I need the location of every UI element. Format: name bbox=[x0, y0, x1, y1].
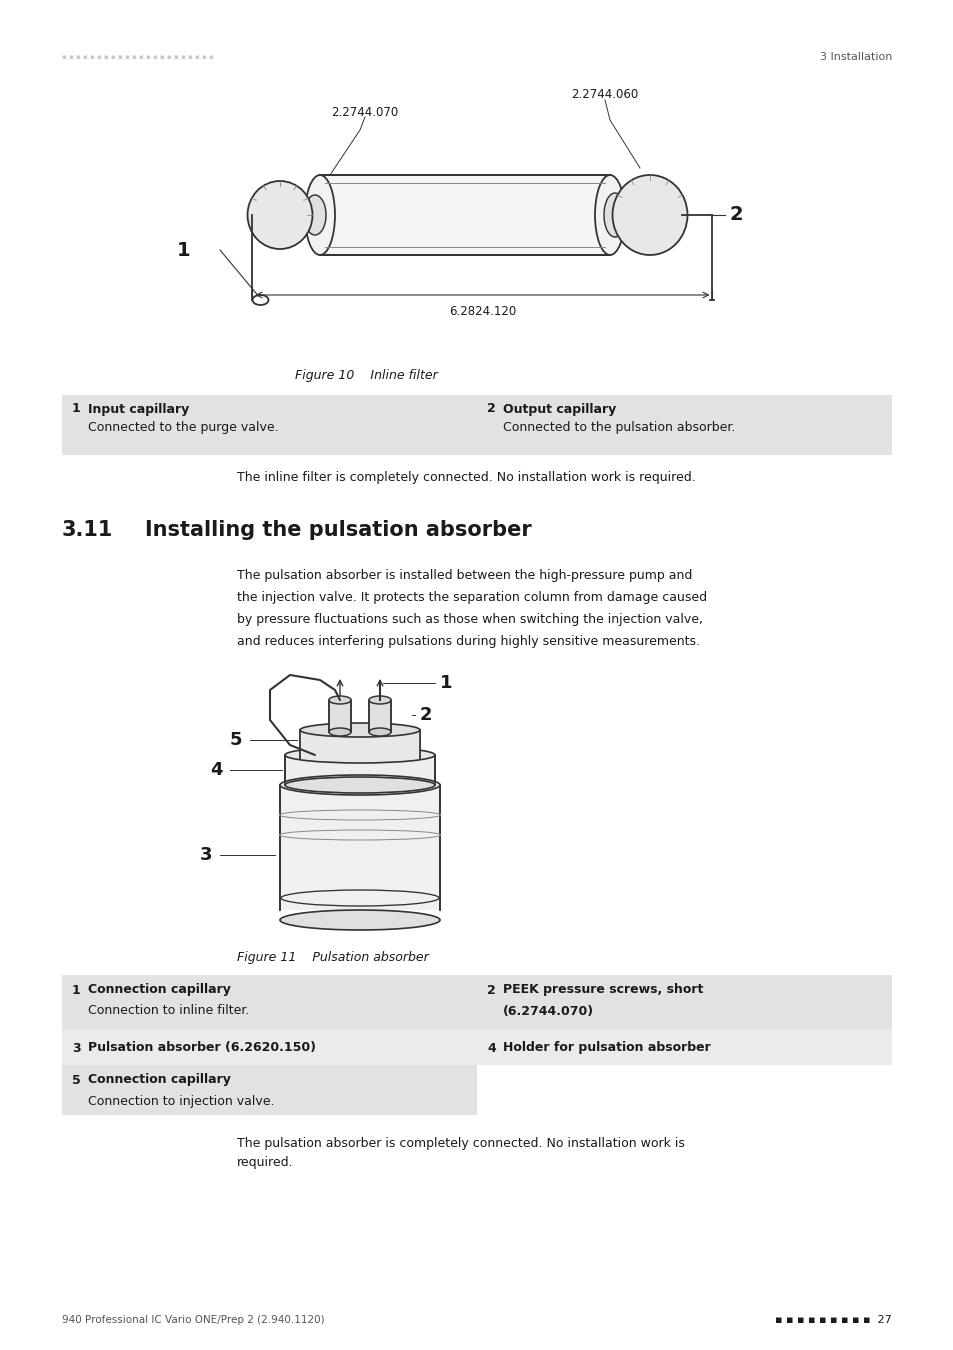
Text: 5: 5 bbox=[230, 730, 242, 749]
Ellipse shape bbox=[280, 910, 439, 930]
Ellipse shape bbox=[603, 193, 625, 238]
Text: Connected to the purge valve.: Connected to the purge valve. bbox=[88, 421, 278, 435]
Text: Connection to inline filter.: Connection to inline filter. bbox=[88, 1004, 249, 1018]
Ellipse shape bbox=[329, 697, 351, 703]
Bar bbox=[369, 701, 391, 732]
Text: Connection capillary: Connection capillary bbox=[88, 984, 231, 996]
Text: Figure 10    Inline filter: Figure 10 Inline filter bbox=[294, 369, 437, 382]
Text: by pressure fluctuations such as those when switching the injection valve,: by pressure fluctuations such as those w… bbox=[236, 613, 702, 625]
Text: 2: 2 bbox=[486, 984, 496, 996]
Text: 3: 3 bbox=[199, 846, 212, 864]
Text: 6.2824.120: 6.2824.120 bbox=[449, 305, 516, 319]
Bar bbox=[285, 755, 435, 784]
Ellipse shape bbox=[369, 728, 391, 736]
Bar bbox=[62, 975, 476, 1030]
Bar bbox=[329, 701, 351, 732]
Ellipse shape bbox=[299, 724, 419, 737]
Text: 1: 1 bbox=[71, 402, 81, 416]
Text: The inline filter is completely connected. No installation work is required.: The inline filter is completely connecte… bbox=[236, 471, 695, 485]
Bar bbox=[62, 1065, 476, 1115]
Text: 2: 2 bbox=[729, 205, 742, 224]
Ellipse shape bbox=[280, 775, 439, 795]
Text: 4: 4 bbox=[486, 1041, 496, 1054]
Bar bbox=[476, 396, 891, 455]
Text: Connected to the pulsation absorber.: Connected to the pulsation absorber. bbox=[502, 421, 735, 435]
Text: Installing the pulsation absorber: Installing the pulsation absorber bbox=[145, 520, 531, 540]
Text: The pulsation absorber is installed between the high-pressure pump and: The pulsation absorber is installed betw… bbox=[236, 568, 692, 582]
Text: 3: 3 bbox=[71, 1041, 81, 1054]
Text: ▪ ▪ ▪ ▪ ▪ ▪ ▪ ▪ ▪  27: ▪ ▪ ▪ ▪ ▪ ▪ ▪ ▪ ▪ 27 bbox=[775, 1315, 891, 1324]
Text: 4: 4 bbox=[211, 761, 223, 779]
Text: 1: 1 bbox=[439, 674, 452, 693]
Ellipse shape bbox=[285, 778, 435, 792]
Text: 5: 5 bbox=[71, 1073, 81, 1087]
Bar bbox=[62, 1030, 476, 1065]
Text: ▪ ▪ ▪ ▪ ▪ ▪ ▪ ▪ ▪ ▪ ▪ ▪ ▪ ▪ ▪ ▪ ▪ ▪ ▪ ▪ ▪ ▪: ▪ ▪ ▪ ▪ ▪ ▪ ▪ ▪ ▪ ▪ ▪ ▪ ▪ ▪ ▪ ▪ ▪ ▪ ▪ ▪ … bbox=[62, 54, 215, 59]
Ellipse shape bbox=[595, 176, 624, 255]
Ellipse shape bbox=[612, 176, 687, 255]
Bar bbox=[476, 1065, 891, 1115]
Text: Pulsation absorber (6.2620.150): Pulsation absorber (6.2620.150) bbox=[88, 1041, 315, 1054]
Text: 3.11: 3.11 bbox=[62, 520, 113, 540]
Text: Holder for pulsation absorber: Holder for pulsation absorber bbox=[502, 1041, 710, 1054]
Text: 2: 2 bbox=[419, 706, 432, 724]
Bar bbox=[62, 396, 476, 455]
Bar bbox=[476, 1030, 891, 1065]
Text: PEEK pressure screws, short: PEEK pressure screws, short bbox=[502, 984, 702, 996]
Ellipse shape bbox=[329, 728, 351, 736]
Ellipse shape bbox=[305, 176, 335, 255]
Text: 1: 1 bbox=[176, 240, 190, 259]
Text: 2: 2 bbox=[486, 402, 496, 416]
Bar bbox=[280, 784, 439, 910]
Text: 2.2744.070: 2.2744.070 bbox=[331, 105, 398, 119]
Text: (6.2744.070): (6.2744.070) bbox=[502, 1004, 594, 1018]
Text: Output capillary: Output capillary bbox=[502, 402, 616, 416]
Ellipse shape bbox=[247, 181, 313, 248]
Bar bbox=[299, 730, 419, 757]
Text: Connection capillary: Connection capillary bbox=[88, 1073, 231, 1087]
Text: 1: 1 bbox=[71, 984, 81, 996]
Text: Input capillary: Input capillary bbox=[88, 402, 189, 416]
Text: and reduces interfering pulsations during highly sensitive measurements.: and reduces interfering pulsations durin… bbox=[236, 634, 700, 648]
Text: 940 Professional IC Vario ONE/Prep 2 (2.940.1120): 940 Professional IC Vario ONE/Prep 2 (2.… bbox=[62, 1315, 324, 1324]
Text: The pulsation absorber is completely connected. No installation work is
required: The pulsation absorber is completely con… bbox=[236, 1137, 684, 1169]
Ellipse shape bbox=[285, 747, 435, 763]
Bar bbox=[476, 975, 891, 1030]
Text: 2.2744.060: 2.2744.060 bbox=[571, 89, 638, 101]
Text: 3 Installation: 3 Installation bbox=[819, 53, 891, 62]
Text: the injection valve. It protects the separation column from damage caused: the injection valve. It protects the sep… bbox=[236, 590, 706, 603]
Text: Figure 11    Pulsation absorber: Figure 11 Pulsation absorber bbox=[236, 952, 428, 964]
Text: Connection to injection valve.: Connection to injection valve. bbox=[88, 1095, 274, 1107]
Bar bbox=[319, 176, 609, 255]
Ellipse shape bbox=[304, 194, 326, 235]
Ellipse shape bbox=[369, 697, 391, 703]
